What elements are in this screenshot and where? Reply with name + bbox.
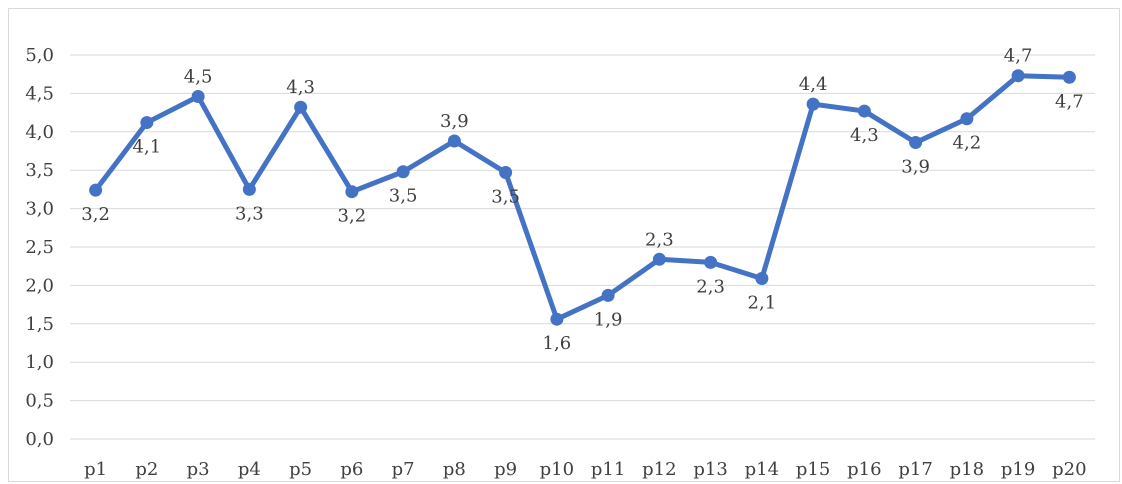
data-point [191,89,205,103]
data-label: 1,9 [594,309,623,330]
x-tick-label: p11 [591,459,625,480]
x-tick-label: p18 [950,459,984,480]
data-point [140,116,154,130]
data-label: 4,2 [953,133,982,154]
data-label: 2,1 [748,292,777,313]
data-label: 3,2 [338,206,367,227]
y-tick-label: 0,5 [25,391,54,412]
data-point [652,252,666,266]
y-tick-label: 5,0 [25,45,54,66]
x-tick-label: p19 [1001,459,1035,480]
data-point [857,104,871,118]
series-line [93,73,1072,322]
data-point [1062,70,1076,84]
x-tick-label: p2 [135,459,158,480]
data-point [550,312,564,326]
data-label: 4,5 [184,66,213,87]
data-label: 4,3 [286,77,315,98]
data-label: 4,3 [850,125,879,146]
series [89,69,1076,326]
data-labels: 3,2 4,1 4,5 3,3 4,3 3,2 3,5 3,9 3,5 1,6 1,9 2,3 2,3 2… [81,46,1083,354]
x-tick-label: p17 [898,459,932,480]
data-label: 3,3 [235,203,264,224]
y-tick-label: 0,0 [25,429,54,450]
data-label: 4,1 [133,137,162,158]
data-label: 4,7 [1004,46,1033,67]
x-tick-label: p9 [494,459,517,480]
data-point [704,255,718,269]
x-tick-label: p13 [693,459,727,480]
data-point [447,134,461,148]
data-point [755,271,769,285]
y-tick-label: 4,0 [25,122,54,143]
y-tick-label: 3,5 [25,160,54,181]
data-point [294,100,308,114]
data-label: 3,9 [440,111,469,132]
x-tick-label: p20 [1052,459,1086,480]
data-label: 3,5 [389,186,418,207]
y-axis: 0,0 0,5 1,0 1,5 2,0 2,5 3,0 3,5 4,0 4,5 5,0 [25,45,54,450]
data-point [345,185,359,199]
gridlines [70,54,1095,440]
y-tick-label: 1,0 [25,352,54,373]
data-point [806,97,820,111]
data-label: 4,4 [799,74,828,95]
x-tick-label: p12 [642,459,676,480]
x-tick-label: p5 [289,459,312,480]
chart-frame [8,8,1120,482]
y-tick-label: 2,0 [25,275,54,296]
y-tick-label: 3,0 [25,199,54,220]
data-label: 2,3 [645,229,674,250]
x-tick-label: p3 [187,459,210,480]
data-point [1011,69,1025,83]
x-tick-label: p10 [540,459,574,480]
x-tick-label: p7 [392,459,415,480]
data-point [89,183,103,197]
x-tick-label: p1 [84,459,107,480]
data-label: 1,6 [543,333,572,354]
y-tick-label: 1,5 [25,314,54,335]
data-label: 3,5 [491,187,520,208]
data-point [909,136,923,150]
x-tick-label: p15 [796,459,830,480]
data-point [242,182,256,196]
data-label: 4,7 [1055,91,1084,112]
data-label: 2,3 [696,276,725,297]
data-point [960,112,974,126]
x-tick-label: p16 [847,459,881,480]
data-point [601,288,615,302]
x-axis: p1 p2 p3 p4 p5 p6 p7 p8 p9 p10 p11 p12 p13 p14 p15 p16 p… [84,459,1086,480]
x-tick-label: p6 [340,459,363,480]
x-tick-label: p8 [443,459,466,480]
y-tick-label: 2,5 [25,237,54,258]
x-tick-label: p14 [745,459,779,480]
x-tick-label: p4 [238,459,261,480]
y-tick-label: 4,5 [25,83,54,104]
data-label: 3,2 [81,204,110,225]
data-label: 3,9 [901,157,930,178]
data-point [396,165,410,179]
data-point [499,166,513,180]
